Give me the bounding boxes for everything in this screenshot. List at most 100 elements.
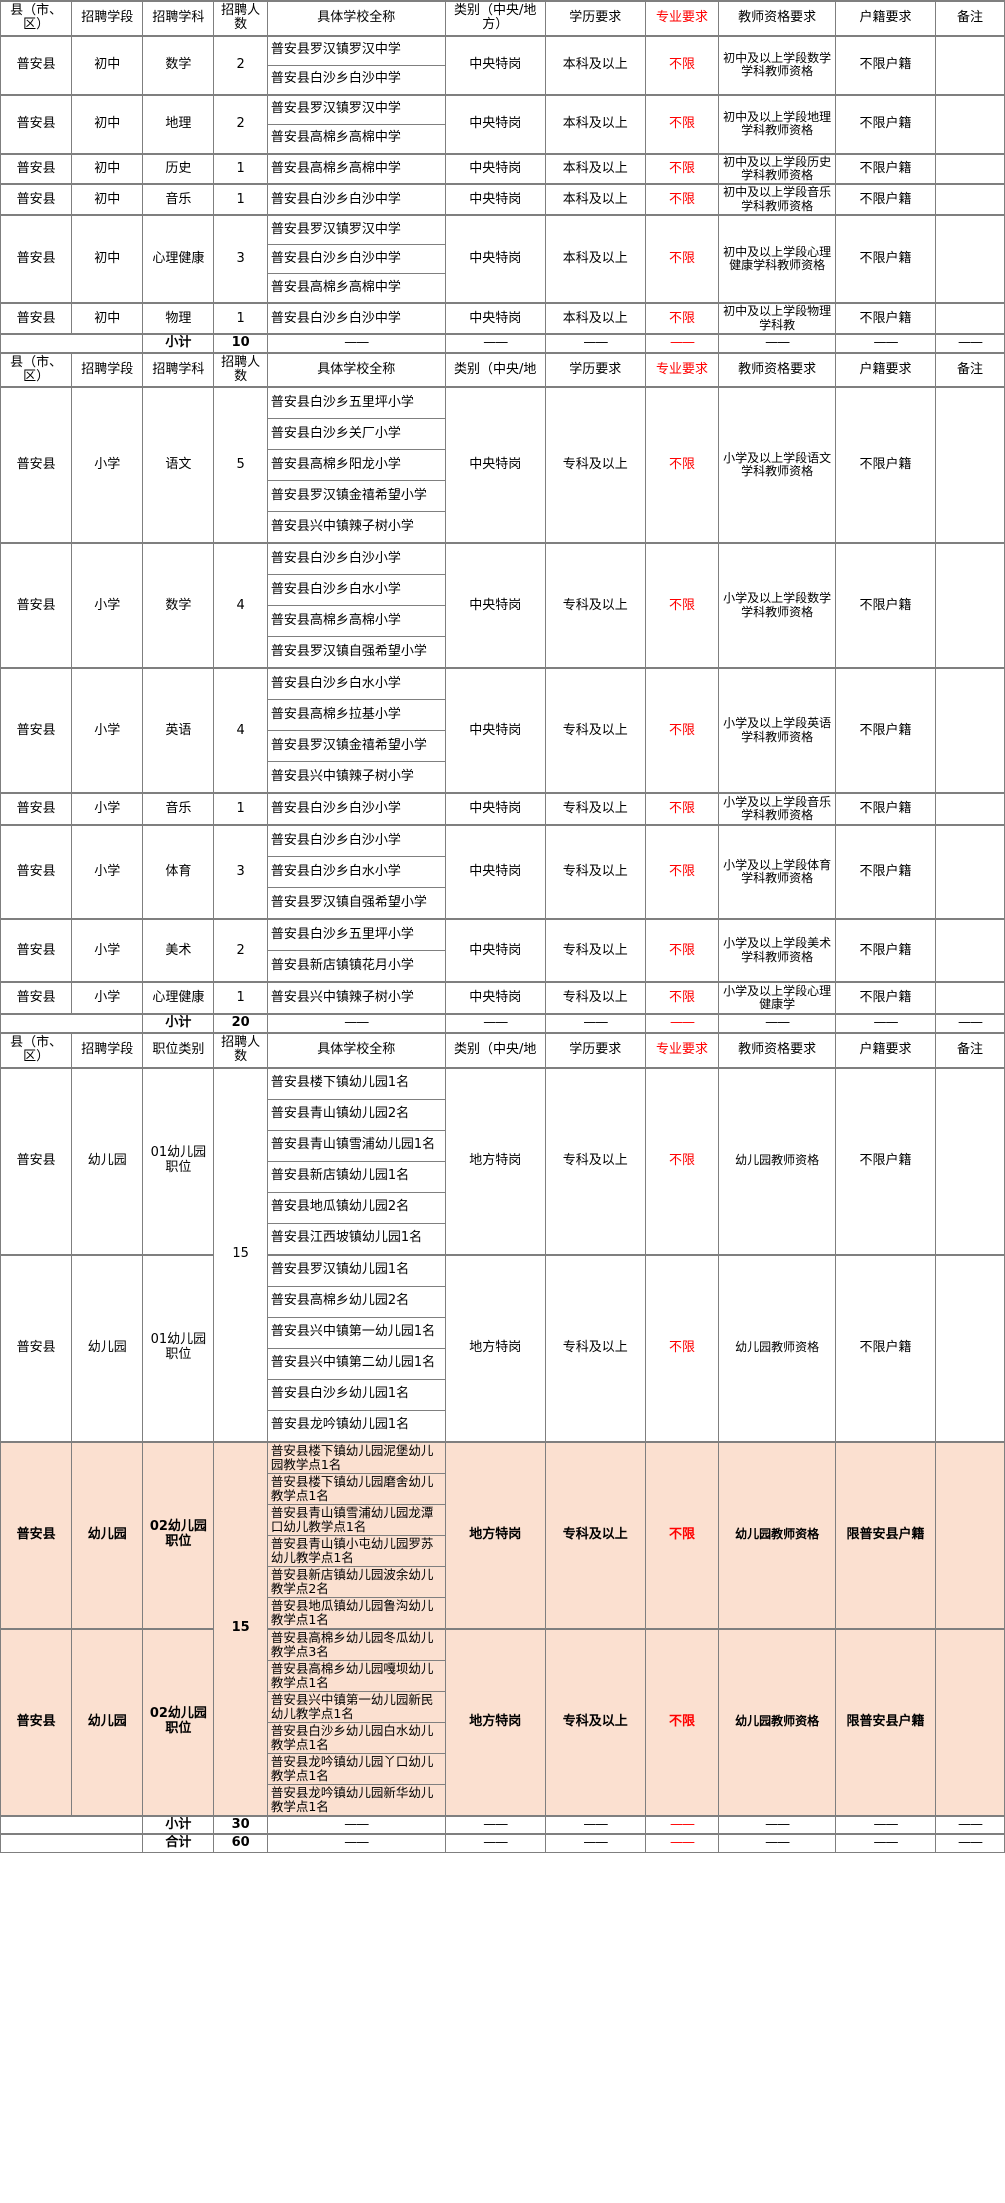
cell-school: 普安县兴中镇第一幼儿园1名 xyxy=(266,1316,446,1349)
header-education: 学历要求 xyxy=(544,0,646,37)
header-major: 专业要求 xyxy=(644,0,720,37)
cell-remark xyxy=(935,183,1005,216)
cell-school: 普安县地瓜镇幼儿园2名 xyxy=(266,1191,446,1224)
subtotal-blank xyxy=(0,333,144,354)
cell-stage: 初中 xyxy=(71,183,144,216)
header-teacher-cert: 教师资格要求 xyxy=(718,1031,836,1068)
cell-major: 不限 xyxy=(644,214,720,304)
subtotal-dash: —— xyxy=(644,333,720,354)
cell-count: 1 xyxy=(213,792,268,826)
cell-major: 不限 xyxy=(644,183,720,216)
cell-count: 2 xyxy=(213,93,268,155)
header-county: 县（市、区） xyxy=(0,1031,73,1068)
subtotal-dash: —— xyxy=(444,333,546,354)
cell-hukou: 不限户籍 xyxy=(834,214,937,304)
cell-category: 地方特岗 xyxy=(444,1440,546,1629)
cell-teacher-cert: 幼儿园教师资格 xyxy=(718,1440,836,1629)
cell-count: 3 xyxy=(213,214,268,304)
cell-count: 4 xyxy=(213,542,268,669)
header-hukou: 户籍要求 xyxy=(834,1031,937,1068)
subtotal-dash: —— xyxy=(544,1814,646,1835)
cell-category: 中央特岗 xyxy=(444,214,546,304)
cell-remark xyxy=(935,792,1005,826)
cell-remark xyxy=(935,302,1005,335)
cell-hukou: 不限户籍 xyxy=(834,1066,937,1255)
cell-stage: 小学 xyxy=(71,667,144,794)
cell-remark xyxy=(935,214,1005,304)
cell-school: 普安县白沙乡白沙中学 xyxy=(266,183,446,216)
cell-stage: 初中 xyxy=(71,34,144,96)
cell-teacher-cert: 小学及以上学段体育学科教师资格 xyxy=(718,824,836,920)
cell-teacher-cert: 小学及以上学段心理健康学 xyxy=(718,981,836,1015)
cell-subject: 音乐 xyxy=(142,183,215,216)
subtotal-label: 小计 xyxy=(142,1013,215,1034)
cell-school: 普安县白沙乡白沙中学 xyxy=(266,64,446,96)
cell-school: 普安县罗汉镇幼儿园1名 xyxy=(266,1253,446,1287)
cell-hukou: 不限户籍 xyxy=(834,93,937,155)
cell-count: 3 xyxy=(213,824,268,920)
header-category: 类别（中央/地方） xyxy=(444,0,546,37)
header-remark: 备注 xyxy=(935,351,1005,388)
cell-school: 普安县白沙乡幼儿园1名 xyxy=(266,1378,446,1411)
cell-school: 普安县青山镇雪浦幼儿园龙潭口幼儿教学点1名 xyxy=(266,1503,446,1536)
header-subject: 职位类别 xyxy=(142,1031,215,1068)
recruitment-table: 县（市、区） 招聘学段 招聘学科 招聘人数 具体学校全称 类别（中央/地方） 学历要求 专业要… xyxy=(0,0,1005,1853)
total-dash: —— xyxy=(266,1833,446,1853)
cell-school: 普安县白沙乡幼儿园白水幼儿教学点1名 xyxy=(266,1721,446,1754)
cell-major: 不限 xyxy=(644,824,720,920)
cell-county: 普安县 xyxy=(0,386,73,544)
cell-remark xyxy=(935,981,1005,1015)
header-category: 类别（中央/地 xyxy=(444,351,546,388)
header-teacher-cert: 教师资格要求 xyxy=(718,0,836,37)
cell-remark xyxy=(935,542,1005,669)
subtotal-dash: —— xyxy=(718,1814,836,1835)
subtotal-dash: —— xyxy=(544,333,646,354)
cell-county: 普安县 xyxy=(0,824,73,920)
subtotal-dash: —— xyxy=(644,1814,720,1835)
cell-county: 普安县 xyxy=(0,93,73,155)
cell-school: 普安县江西坡镇幼儿园1名 xyxy=(266,1222,446,1255)
cell-school: 普安县白沙乡白水小学 xyxy=(266,667,446,701)
header-major: 专业要求 xyxy=(644,1031,720,1068)
cell-county: 普安县 xyxy=(0,302,73,335)
subtotal-dash: —— xyxy=(444,1013,546,1034)
cell-school: 普安县白沙乡白水小学 xyxy=(266,574,446,607)
cell-stage: 初中 xyxy=(71,214,144,304)
total-count: 60 xyxy=(213,1833,268,1853)
cell-major: 不限 xyxy=(644,152,720,185)
total-dash: —— xyxy=(718,1833,836,1853)
cell-position-category: 01幼儿园职位 xyxy=(142,1253,215,1442)
header-school: 具体学校全称 xyxy=(266,0,446,37)
cell-count: 2 xyxy=(213,34,268,96)
header-major: 专业要求 xyxy=(644,351,720,388)
cell-hukou: 不限户籍 xyxy=(834,918,937,983)
cell-hukou: 不限户籍 xyxy=(834,792,937,826)
subtotal-count: 30 xyxy=(213,1814,268,1835)
cell-count: 15 xyxy=(213,1440,268,1816)
cell-school: 普安县白沙乡白沙小学 xyxy=(266,824,446,858)
cell-stage: 初中 xyxy=(71,152,144,185)
cell-school: 普安县地瓜镇幼儿园鲁沟幼儿教学点1名 xyxy=(266,1596,446,1629)
cell-county: 普安县 xyxy=(0,1627,73,1816)
cell-teacher-cert: 小学及以上学段英语学科教师资格 xyxy=(718,667,836,794)
cell-major: 不限 xyxy=(644,93,720,155)
cell-remark xyxy=(935,1440,1005,1629)
cell-school: 普安县白沙乡五里坪小学 xyxy=(266,918,446,952)
cell-education: 专科及以上 xyxy=(544,792,646,826)
cell-stage: 幼儿园 xyxy=(71,1627,144,1816)
cell-education: 专科及以上 xyxy=(544,1440,646,1629)
cell-school: 普安县兴中镇辣子树小学 xyxy=(266,981,446,1015)
cell-major: 不限 xyxy=(644,667,720,794)
cell-county: 普安县 xyxy=(0,1440,73,1629)
cell-count: 2 xyxy=(213,918,268,983)
cell-school: 普安县楼下镇幼儿园泥堡幼儿园教学点1名 xyxy=(266,1440,446,1474)
cell-school: 普安县高棉乡高棉中学 xyxy=(266,152,446,185)
header-count: 招聘人数 xyxy=(213,351,268,388)
cell-position-category: 02幼儿园职位 xyxy=(142,1627,215,1816)
cell-major: 不限 xyxy=(644,542,720,669)
cell-county: 普安县 xyxy=(0,1066,73,1255)
cell-school: 普安县罗汉镇金禧希望小学 xyxy=(266,480,446,513)
cell-school: 普安县新店镇镇花月小学 xyxy=(266,950,446,983)
recruitment-table-sheet: 县（市、区） 招聘学段 招聘学科 招聘人数 具体学校全称 类别（中央/地方） 学历要求 专业要… xyxy=(0,0,1005,1853)
cell-school: 普安县楼下镇幼儿园磨舍幼儿教学点1名 xyxy=(266,1472,446,1505)
